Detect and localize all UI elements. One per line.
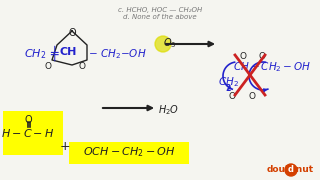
Text: O: O (44, 62, 52, 71)
Text: $CH_2$: $CH_2$ (24, 47, 46, 61)
Text: $H_2O$: $H_2O$ (158, 103, 179, 117)
Text: O: O (78, 62, 85, 71)
Text: O: O (228, 92, 236, 101)
Text: O: O (259, 52, 266, 61)
Text: CH: CH (59, 47, 77, 57)
Text: $H-C-H$: $H-C-H$ (1, 127, 55, 139)
Text: O: O (68, 28, 76, 38)
Text: O: O (239, 52, 246, 61)
Text: $CH_2$: $CH_2$ (218, 75, 238, 89)
FancyBboxPatch shape (3, 111, 63, 155)
Text: +: + (60, 140, 71, 153)
Text: d: d (288, 165, 294, 174)
FancyBboxPatch shape (69, 142, 189, 164)
Text: O: O (24, 115, 32, 125)
Circle shape (155, 36, 171, 52)
Text: d. None of the above: d. None of the above (123, 14, 197, 20)
Text: 2: 2 (225, 84, 231, 93)
Text: $-$ $CH_2$$-$$OH$: $-$ $CH_2$$-$$OH$ (88, 47, 147, 61)
Text: doubtnut: doubtnut (267, 165, 314, 174)
Text: $OCH-CH_2-OH$: $OCH-CH_2-OH$ (83, 145, 175, 159)
Circle shape (285, 164, 297, 176)
Text: $CH-CH_2-OH$: $CH-CH_2-OH$ (233, 60, 311, 74)
Text: c. HCHO, HOC — CH₂OH: c. HCHO, HOC — CH₂OH (118, 7, 202, 13)
Text: $O_3$: $O_3$ (163, 36, 176, 50)
Text: O: O (249, 92, 255, 101)
Text: ╪: ╪ (50, 46, 58, 61)
